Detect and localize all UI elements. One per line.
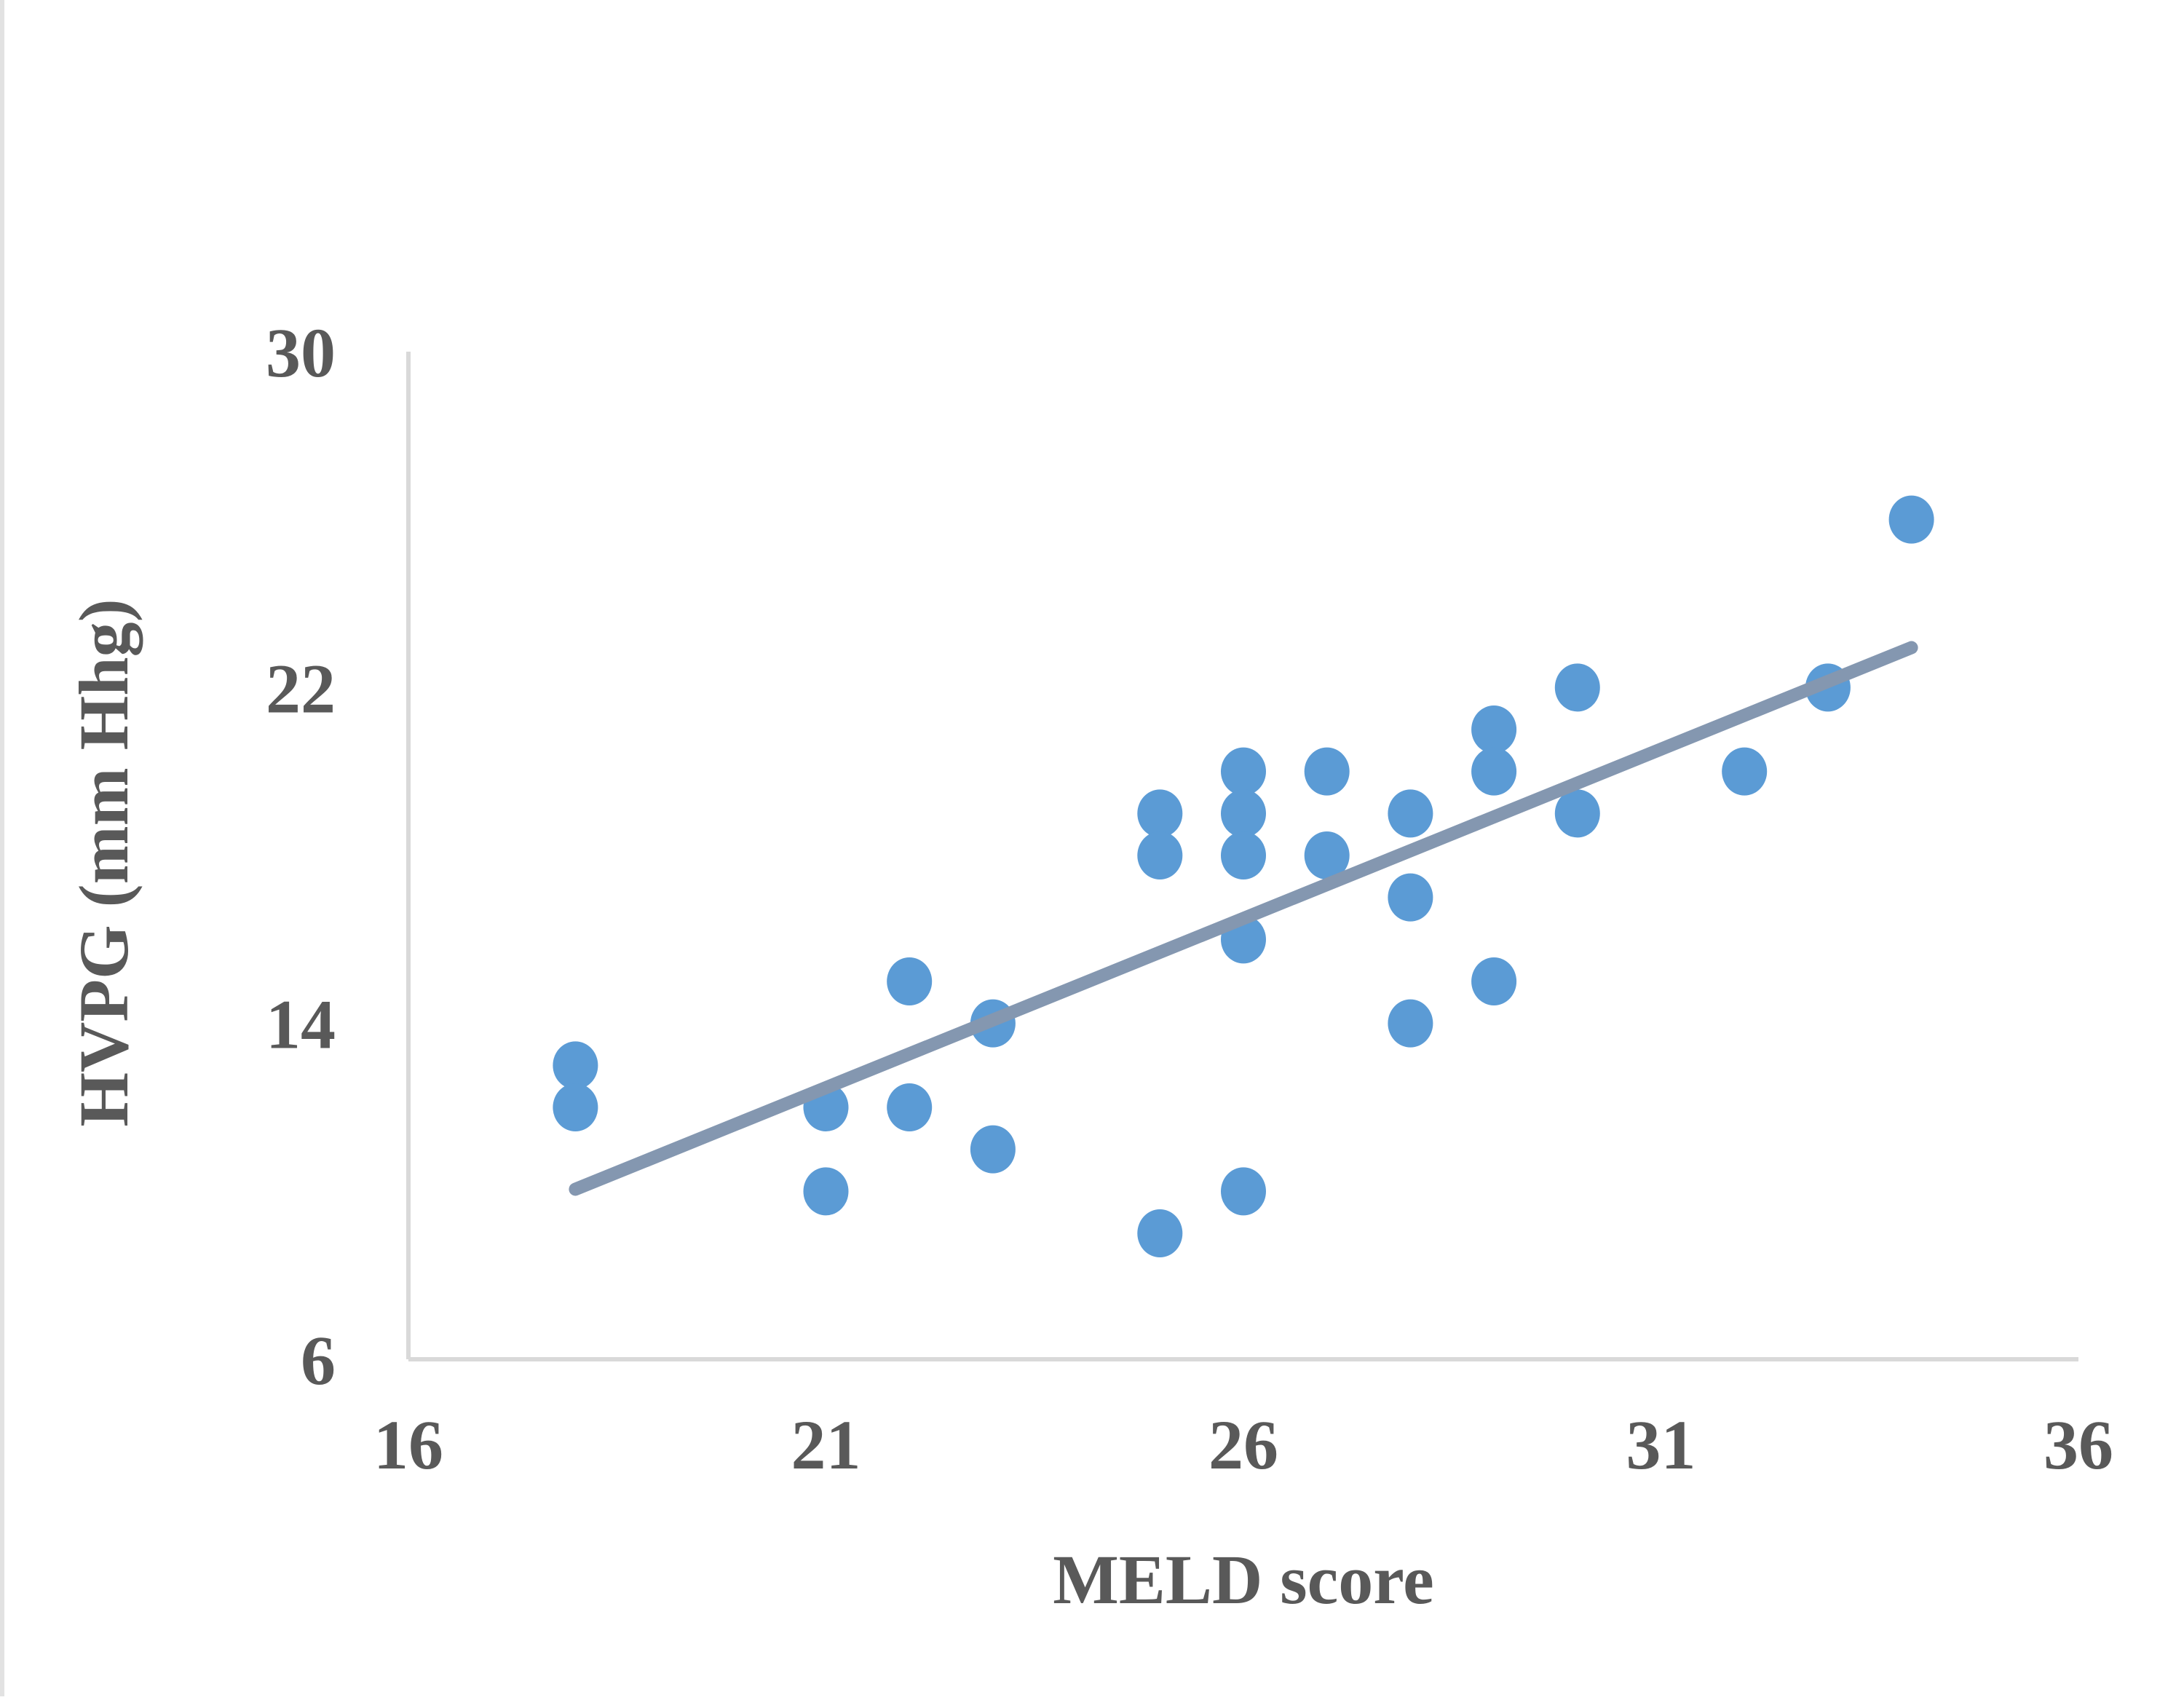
data-point bbox=[1221, 747, 1266, 796]
x-tick-label: 26 bbox=[1208, 1406, 1278, 1484]
image-left-border bbox=[0, 0, 4, 1696]
y-axis-title: HVPG (mm Hhg) bbox=[65, 598, 143, 1126]
data-point bbox=[1137, 831, 1183, 879]
data-point bbox=[1888, 495, 1934, 544]
data-point bbox=[1554, 663, 1600, 712]
data-point bbox=[1554, 789, 1600, 838]
data-point bbox=[1388, 873, 1433, 922]
data-point bbox=[1388, 789, 1433, 838]
x-tick-labels: 16 21 26 31 36 bbox=[373, 1406, 2113, 1484]
data-point bbox=[1137, 1209, 1183, 1257]
data-point bbox=[1221, 831, 1266, 879]
data-point bbox=[1221, 1167, 1266, 1216]
data-point bbox=[803, 1167, 849, 1216]
x-tick-label: 21 bbox=[791, 1406, 861, 1484]
y-tick-label: 6 bbox=[301, 1321, 336, 1399]
data-point bbox=[970, 1125, 1016, 1174]
x-tick-label: 31 bbox=[1626, 1406, 1696, 1484]
data-point bbox=[887, 1083, 933, 1131]
data-point bbox=[1304, 747, 1350, 796]
data-point bbox=[1137, 789, 1183, 838]
y-tick-label: 22 bbox=[266, 649, 336, 727]
y-tick-labels: 6 14 22 30 bbox=[266, 314, 336, 1399]
trendline bbox=[569, 641, 1918, 1196]
data-point bbox=[1221, 789, 1266, 838]
axes bbox=[406, 352, 2078, 1361]
data-point bbox=[1471, 957, 1517, 1005]
data-point bbox=[887, 957, 933, 1005]
x-axis-title: MELD score bbox=[1053, 1541, 1433, 1618]
data-point bbox=[1471, 747, 1517, 796]
data-point bbox=[1471, 705, 1517, 754]
data-point bbox=[1304, 831, 1350, 879]
x-tick-label: 16 bbox=[373, 1406, 443, 1484]
data-point bbox=[1388, 999, 1433, 1048]
y-tick-label: 14 bbox=[266, 986, 336, 1064]
data-point bbox=[1722, 747, 1768, 796]
x-tick-label: 36 bbox=[2043, 1406, 2113, 1484]
data-points bbox=[553, 495, 1934, 1257]
y-tick-label: 30 bbox=[266, 314, 336, 392]
data-point bbox=[553, 1083, 598, 1131]
data-point bbox=[553, 1041, 598, 1090]
